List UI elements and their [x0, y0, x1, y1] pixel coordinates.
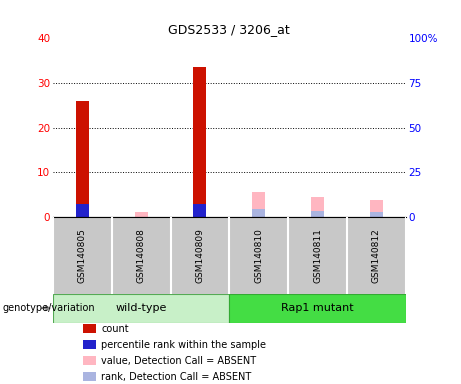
- Bar: [83, 372, 96, 381]
- Text: GSM140805: GSM140805: [78, 228, 87, 283]
- Bar: [311, 211, 324, 217]
- Bar: [252, 192, 265, 217]
- Bar: [83, 356, 96, 365]
- Bar: [83, 324, 96, 333]
- Text: GSM140811: GSM140811: [313, 228, 322, 283]
- Bar: [311, 197, 324, 217]
- Text: GSM140808: GSM140808: [136, 228, 146, 283]
- Text: count: count: [101, 324, 129, 334]
- Bar: [194, 68, 207, 217]
- Text: wild-type: wild-type: [116, 303, 167, 313]
- Title: GDS2533 / 3206_at: GDS2533 / 3206_at: [168, 23, 290, 36]
- Bar: [370, 212, 383, 217]
- Text: GSM140812: GSM140812: [372, 228, 381, 283]
- Bar: [83, 340, 96, 349]
- Bar: [370, 200, 383, 217]
- Text: GSM140810: GSM140810: [254, 228, 263, 283]
- Text: GSM140809: GSM140809: [195, 228, 205, 283]
- Bar: [76, 204, 89, 217]
- Bar: [53, 294, 230, 323]
- Text: genotype/variation: genotype/variation: [2, 303, 95, 313]
- Bar: [252, 209, 265, 217]
- Text: value, Detection Call = ABSENT: value, Detection Call = ABSENT: [101, 356, 256, 366]
- Bar: [194, 204, 207, 217]
- Bar: [229, 294, 406, 323]
- Bar: [135, 212, 148, 217]
- Text: percentile rank within the sample: percentile rank within the sample: [101, 340, 266, 350]
- Bar: [76, 101, 89, 217]
- Text: Rap1 mutant: Rap1 mutant: [281, 303, 354, 313]
- Text: rank, Detection Call = ABSENT: rank, Detection Call = ABSENT: [101, 372, 252, 382]
